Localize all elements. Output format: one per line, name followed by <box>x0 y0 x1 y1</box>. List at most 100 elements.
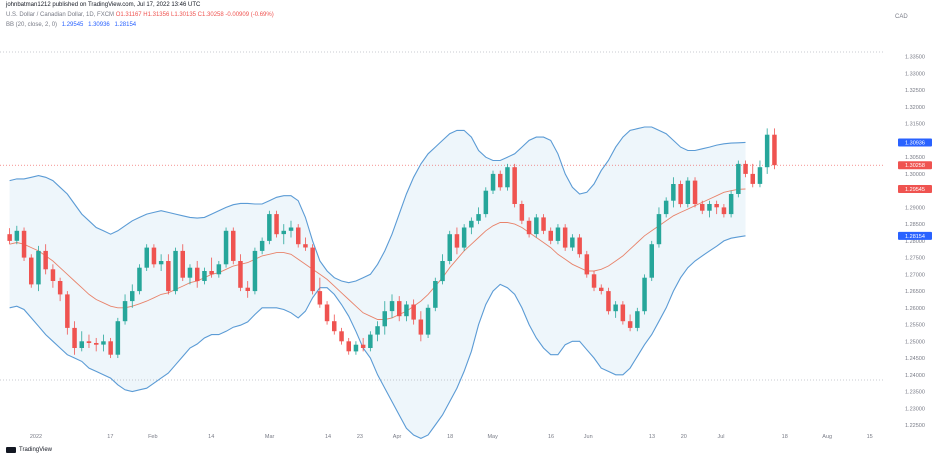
y-tick-label: 1.26500 <box>905 289 925 295</box>
candle-body <box>252 250 258 292</box>
bb-lower-value: 1.28154 <box>114 22 137 28</box>
y-tick-label: 1.28000 <box>905 239 925 245</box>
candle-body <box>714 204 719 208</box>
y-tick-label: 1.33000 <box>905 71 925 77</box>
symbol-name: U.S. Dollar / Canadian Dollar, 1D, FXCM <box>6 12 115 18</box>
candle-body <box>21 230 27 258</box>
candle-body <box>555 227 561 241</box>
candle-body <box>541 217 546 231</box>
price-label-basis: 1.29545 <box>905 187 925 193</box>
candle-body <box>209 271 214 275</box>
x-tick-label: 18 <box>447 434 453 440</box>
candle-body <box>404 304 409 317</box>
x-tick-label: 2022 <box>30 434 42 440</box>
candle-body <box>57 281 63 295</box>
candle-body <box>86 341 92 343</box>
x-tick-label: Feb <box>148 434 157 440</box>
publisher-header: johnbatman1212 published on TradingView.… <box>6 2 201 8</box>
candle-body <box>490 173 496 191</box>
x-tick-label: Apr <box>393 434 402 440</box>
candle-body <box>14 230 20 241</box>
x-tick-label: 20 <box>681 434 687 440</box>
candle-body <box>620 304 626 322</box>
candle-body <box>418 319 424 335</box>
candle-body <box>259 240 265 251</box>
candle-body <box>339 331 344 342</box>
price-label-upper: 1.30936 <box>905 140 925 146</box>
candle-body <box>635 311 640 328</box>
x-tick-label: Jul <box>717 434 724 440</box>
price-label-basis-bg <box>898 184 932 193</box>
bb-legend: BB (20, close, 2, 0) 1.29545 1.30936 1.2… <box>6 22 136 28</box>
candle-body <box>772 134 777 166</box>
y-tick-label: 1.31500 <box>905 122 925 128</box>
candle-body <box>764 134 770 168</box>
candle-body <box>584 254 590 275</box>
x-tick-label: 16 <box>548 434 554 440</box>
candle-body <box>750 173 755 184</box>
y-tick-label: 1.26000 <box>905 306 925 312</box>
candles-layer <box>7 128 777 359</box>
bb-upper-line <box>9 126 746 284</box>
bb-upper-value: 1.30936 <box>88 22 110 28</box>
candle-body <box>483 190 489 215</box>
tradingview-logo-icon <box>6 447 16 453</box>
candle-body <box>642 277 647 312</box>
bb-fill-layer <box>9 127 746 439</box>
x-tick-label: May <box>487 434 498 440</box>
candle-body <box>368 334 373 348</box>
candle-body <box>382 311 387 327</box>
candle-body <box>425 307 431 335</box>
symbol-legend: U.S. Dollar / Canadian Dollar, 1D, FXCM … <box>6 12 274 18</box>
candle-body <box>180 250 185 278</box>
y-tick-label: 1.32000 <box>905 105 925 111</box>
candle-body <box>671 184 676 201</box>
y-tick-label: 1.28500 <box>905 222 925 228</box>
candle-body <box>743 163 748 174</box>
candle-body <box>534 217 539 235</box>
candle-body <box>599 287 604 291</box>
y-tick-label: 1.32500 <box>905 88 925 94</box>
x-tick-label: 14 <box>325 434 331 440</box>
currency-label: CAD <box>895 14 908 20</box>
candle-body <box>606 291 611 312</box>
candle-body <box>29 257 34 285</box>
candle-body <box>274 214 279 235</box>
candle-body <box>122 301 128 322</box>
candle-body <box>101 341 106 345</box>
y-tick-label: 1.27000 <box>905 272 925 278</box>
price-axis: 1.335001.330001.325001.320001.315001.310… <box>905 55 925 429</box>
candle-body <box>562 227 568 248</box>
candle-body <box>663 200 669 215</box>
price-label-lower: 1.28154 <box>905 234 925 240</box>
candle-body <box>324 304 330 322</box>
x-tick-label: 17 <box>107 434 113 440</box>
price-label-upper-bg <box>898 138 932 147</box>
candle-body <box>476 214 481 221</box>
candle-body <box>397 301 402 317</box>
candle-body <box>43 250 48 270</box>
candle-body <box>411 304 416 320</box>
candle-body <box>332 321 337 332</box>
candle-body <box>187 267 193 278</box>
candle-body <box>469 220 474 228</box>
candle-body <box>216 264 222 275</box>
candle-body <box>685 180 691 204</box>
reference-lines <box>0 51 885 381</box>
candle-body <box>591 274 597 288</box>
candle-body <box>512 167 517 204</box>
candle-body <box>173 250 178 292</box>
candle-body <box>202 271 207 281</box>
y-tick-label: 1.33500 <box>905 55 925 61</box>
y-tick-label: 1.24500 <box>905 356 925 362</box>
candle-body <box>195 267 200 282</box>
candle-body <box>505 167 510 188</box>
candle-body <box>281 230 286 235</box>
candle-body <box>440 261 445 282</box>
candle-body <box>296 227 301 245</box>
candle-body <box>656 214 662 245</box>
candle-body <box>158 261 164 265</box>
candle-body <box>707 204 712 211</box>
candle-body <box>310 247 315 292</box>
